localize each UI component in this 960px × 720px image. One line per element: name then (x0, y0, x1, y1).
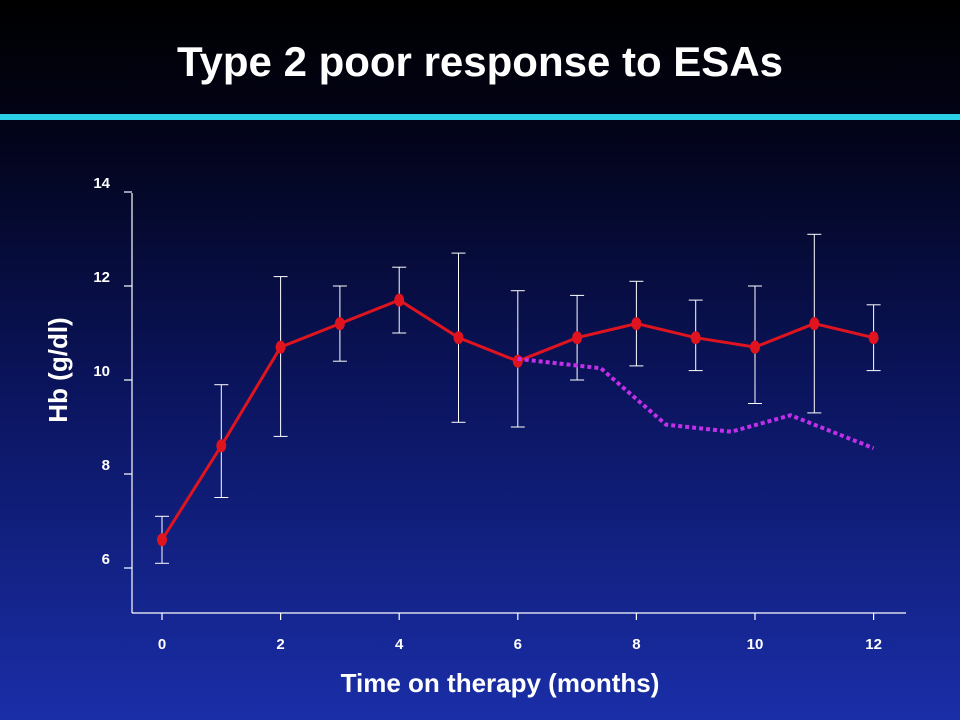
poor-response-line (517, 356, 875, 451)
y-tick-label: 10 (93, 363, 110, 380)
x-tick-label: 0 (158, 636, 166, 653)
data-point (157, 533, 167, 547)
data-point (275, 340, 286, 354)
data-point (809, 317, 820, 331)
error-bars (155, 233, 881, 564)
data-point (334, 317, 345, 331)
title-divider (0, 114, 960, 120)
data-point (631, 317, 642, 331)
x-tick-label: 10 (747, 636, 764, 653)
x-tick-label: 2 (276, 636, 284, 653)
x-tick-label: 4 (395, 636, 404, 653)
data-point (750, 340, 760, 354)
y-tick-label: 6 (102, 551, 110, 568)
x-ticks: 0 2 4 6 8 10 12 (158, 613, 882, 653)
y-tick-label: 12 (93, 269, 110, 286)
x-tick-label: 12 (865, 636, 882, 653)
data-series (157, 293, 879, 547)
data-point (572, 331, 583, 345)
y-tick-label: 8 (102, 457, 110, 474)
x-tick-label: 6 (514, 636, 522, 653)
x-tick-label: 8 (632, 636, 640, 653)
data-point (453, 331, 464, 345)
x-axis-title: Time on therapy (months) (341, 668, 660, 698)
data-point (216, 439, 227, 453)
chart-axes (131, 193, 906, 614)
data-point (394, 293, 405, 307)
data-point (690, 331, 701, 345)
slide-title: Type 2 poor response to ESAs (176, 38, 784, 85)
y-ticks: 6 8 10 12 14 (93, 175, 132, 569)
y-tick-label: 14 (93, 175, 110, 192)
data-point (868, 331, 879, 345)
y-axis-title: Hb (g/dl) (43, 317, 73, 422)
